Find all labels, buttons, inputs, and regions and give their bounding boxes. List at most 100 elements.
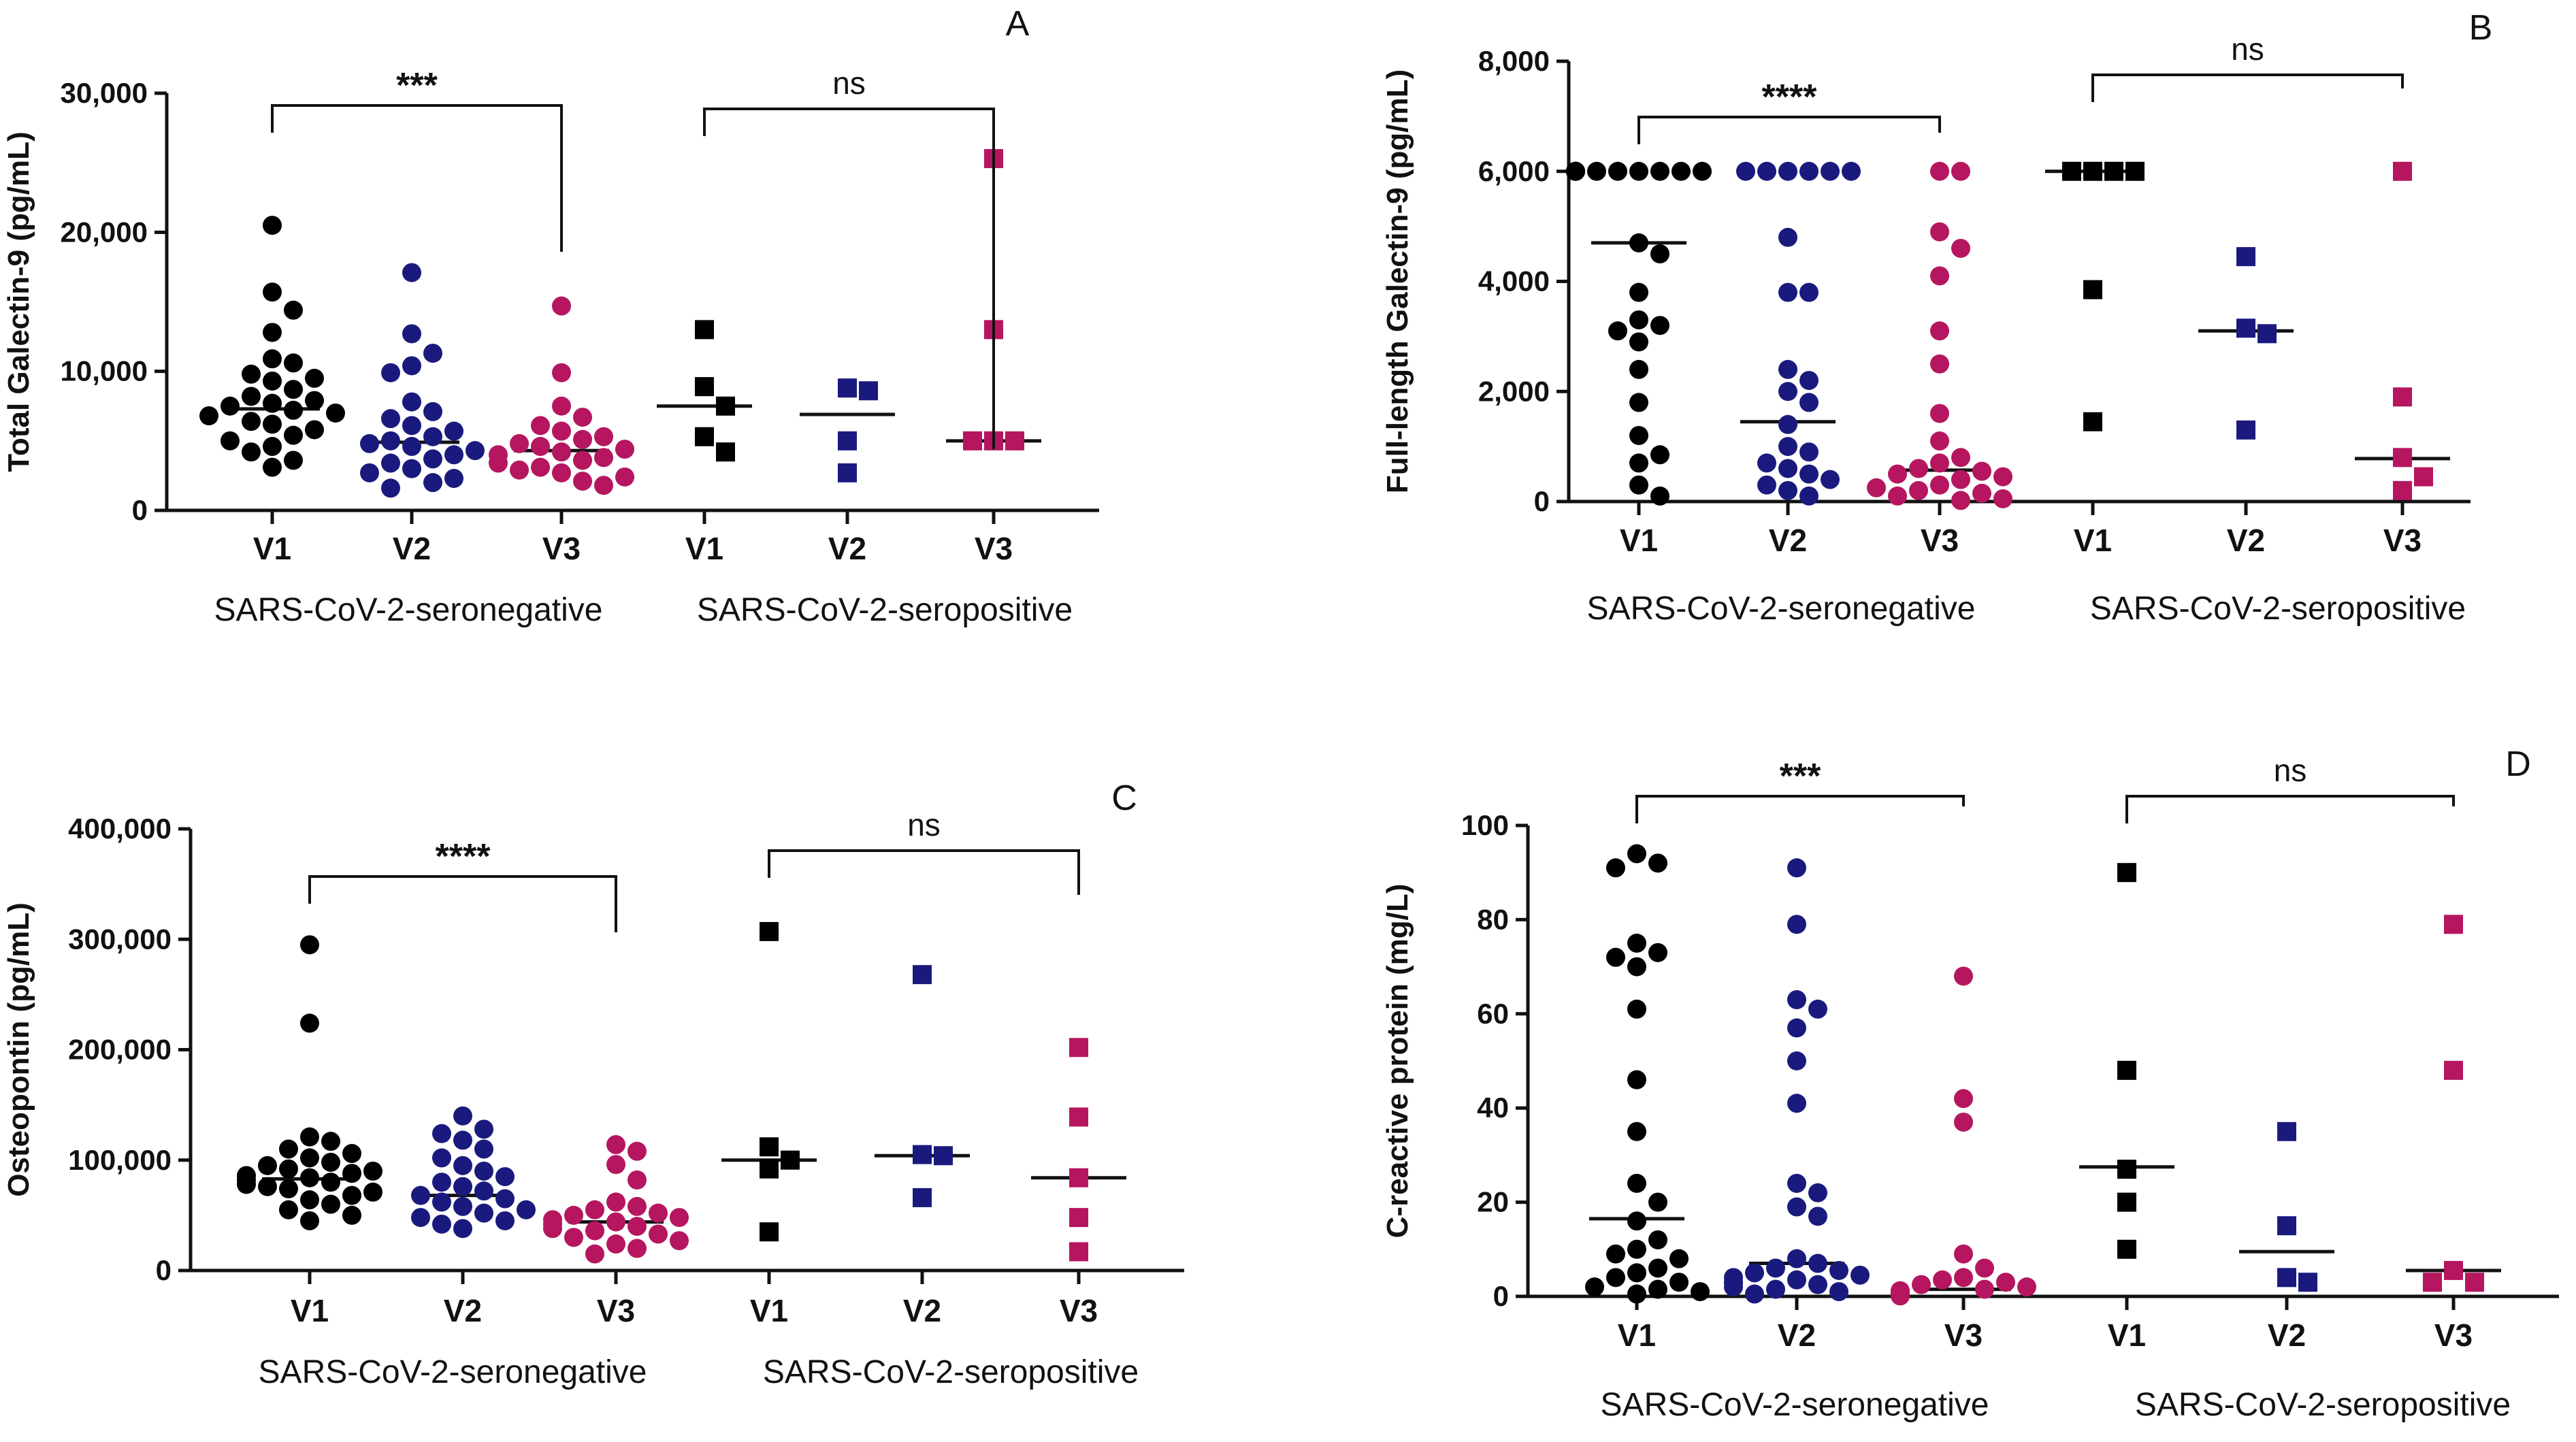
y-tick-label: 6,000 [1478,155,1550,187]
data-point [1888,486,1907,506]
significance-bracket [271,104,563,252]
data-point [432,1148,451,1168]
y-tick-label: 80 [1477,903,1509,935]
data-point [1627,1211,1646,1231]
data-point [432,1214,451,1234]
data-point [360,463,379,482]
group-label: SARS-CoV-2-seronegative [1601,1387,1989,1423]
data-point [300,935,319,955]
data-point [963,431,982,450]
series-v2-group-0 [411,1106,536,1239]
data-point [2393,480,2412,500]
x-tick-label: V2 [2268,1317,2306,1353]
x-tick-label: V3 [542,531,581,566]
data-point [1787,1197,1806,1217]
y-tick-label: 100,000 [68,1144,172,1176]
data-point [284,380,303,399]
data-point [1672,161,1691,181]
data-point [1627,1263,1646,1283]
data-point [1930,453,1949,473]
data-point [1996,1273,2015,1292]
data-point [1627,934,1646,953]
y-tick-label: 200,000 [68,1034,172,1066]
data-point [1787,1270,1806,1290]
data-point [321,1173,340,1192]
x-tick-label: V1 [2108,1317,2146,1353]
data-point [199,406,218,426]
series-v1-group-1 [2045,161,2145,431]
y-tick-label: 20,000 [61,216,148,248]
data-point [670,1208,689,1228]
data-point [2117,1160,2136,1179]
data-point [363,1161,382,1181]
data-point [284,400,303,420]
data-point [1787,1094,1806,1113]
data-point [474,1203,493,1223]
data-point [573,450,592,470]
data-point [1829,1282,1848,1302]
y-tick-label: 20 [1477,1186,1509,1218]
data-point [1851,1265,1870,1285]
y-tick-label: 300,000 [68,923,172,955]
data-point [1650,445,1669,465]
series-v2-group-1 [875,965,970,1207]
data-point [1069,1107,1088,1127]
data-point [1069,1208,1088,1228]
data-point [1778,161,1797,181]
x-tick-label: V2 [444,1293,482,1328]
data-point [627,1141,647,1161]
data-point [1930,266,1949,286]
group-label: SARS-CoV-2-seronegative [1587,591,1976,627]
data-point [2236,420,2255,440]
series-v2-group-1 [2198,247,2294,440]
significance-label: **** [1762,78,1818,117]
data-point [1691,1282,1710,1302]
data-point [1799,486,1819,506]
series-v2-group-1 [2239,1121,2334,1292]
data-point [237,1175,256,1194]
data-point [1745,1263,1764,1283]
data-point [402,416,421,436]
data-point [2117,1060,2136,1080]
data-point [585,1221,604,1241]
data-point [1648,1258,1667,1278]
data-point [221,396,240,416]
data-point [1736,161,1755,181]
series-v1-group-0 [1585,844,1710,1304]
significance-bracket [308,875,617,932]
x-tick-label: V3 [597,1293,635,1328]
data-point [1909,480,1928,500]
data-point [2236,318,2255,338]
significance-bracket [2125,795,2455,823]
data-point [594,476,613,495]
data-point [1799,371,1819,391]
data-point [1972,461,1991,481]
data-point [510,460,529,480]
data-point [279,1139,298,1159]
data-point [2083,412,2102,431]
series-v1-group-0 [237,935,382,1230]
data-point [760,921,779,941]
data-point [1972,483,1991,503]
data-point [2017,1277,2036,1297]
data-point [2444,1060,2463,1080]
data-point [564,1228,583,1247]
data-point [423,402,442,421]
data-point [279,1200,298,1219]
data-point [1627,957,1646,977]
data-point [1627,1239,1646,1259]
data-point [1648,853,1667,873]
data-point [1587,161,1606,181]
data-point [2257,324,2277,344]
y-tick-label: 0 [132,494,148,526]
data-point [321,1194,340,1214]
data-point [1829,1260,1848,1280]
data-point [444,421,463,441]
data-point [2125,161,2145,181]
data-point [606,1192,625,1212]
data-point [552,296,571,316]
data-point [1606,1244,1625,1264]
data-point [444,445,463,465]
data-point [615,440,634,459]
data-point [453,1106,472,1126]
